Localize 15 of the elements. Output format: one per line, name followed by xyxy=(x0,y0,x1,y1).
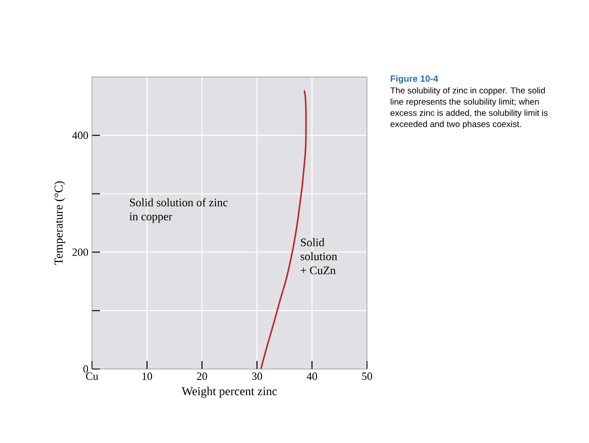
text: The solubility of zinc in copper. The solid line represents the solubility limit; when excess zinc is added, the solubility limit is exceeded and two phases coexist. xyxy=(390,87,548,129)
x-axis-title: Weight percent zinc xyxy=(182,386,277,398)
annotation: Solid solution + CuZn xyxy=(300,238,338,274)
y-tick-label: 200 xyxy=(72,248,88,256)
text: Figure 10-4 xyxy=(390,75,438,84)
x-tick-label: 50 xyxy=(362,372,372,380)
x-tick-label: 10 xyxy=(142,372,152,380)
x-tick-label: Cu xyxy=(86,372,98,380)
y-axis-title: Temperature (°C) xyxy=(54,181,66,265)
y-tick-label: 0 xyxy=(83,365,88,373)
x-tick-label: 30 xyxy=(252,372,262,380)
x-tick-label: 40 xyxy=(306,372,318,380)
x-tick-label: 20 xyxy=(196,372,208,380)
annotation: Solid solution of zinc in copper xyxy=(129,198,228,223)
y-tick-label: 400 xyxy=(72,132,88,140)
